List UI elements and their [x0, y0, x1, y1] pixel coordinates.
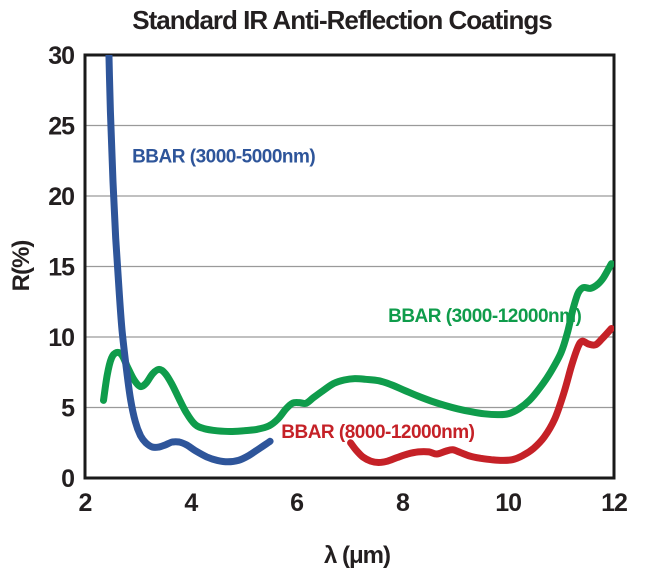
- curve-bbar3000-12000nm: [100, 260, 614, 435]
- series-label: BBAR (8000-12000nm): [281, 422, 474, 443]
- x-tick-label-12: 12: [601, 489, 627, 517]
- y-tick-label-30: 30: [48, 42, 74, 70]
- x-axis-title: λ (μm): [323, 542, 391, 569]
- curve-bbar3000-5000nm: [105, 55, 274, 466]
- x-tick-label-6: 6: [290, 489, 303, 517]
- y-tick-label-20: 20: [48, 183, 74, 211]
- y-tick-label-25: 25: [48, 113, 75, 141]
- plot-border: [83, 53, 616, 480]
- x-tick-label-8: 8: [396, 489, 410, 517]
- series-label: BBAR (3000-12000nm): [388, 306, 581, 327]
- x-tick-label-10: 10: [495, 489, 521, 517]
- y-tick-label-15: 15: [48, 254, 75, 282]
- curve-bbar8000-12000nm: [347, 325, 614, 466]
- y-tick-label-10: 10: [48, 324, 74, 352]
- x-tick-label-4: 4: [184, 489, 198, 517]
- y-tick-label-5: 5: [61, 395, 75, 423]
- y-tick-label-0: 0: [61, 465, 74, 493]
- series-label: BBAR (3000-5000nm): [132, 147, 315, 168]
- chart-title: Standard IR Anti-Reflection Coatings: [132, 5, 553, 35]
- x-tick-label-2: 2: [79, 489, 92, 517]
